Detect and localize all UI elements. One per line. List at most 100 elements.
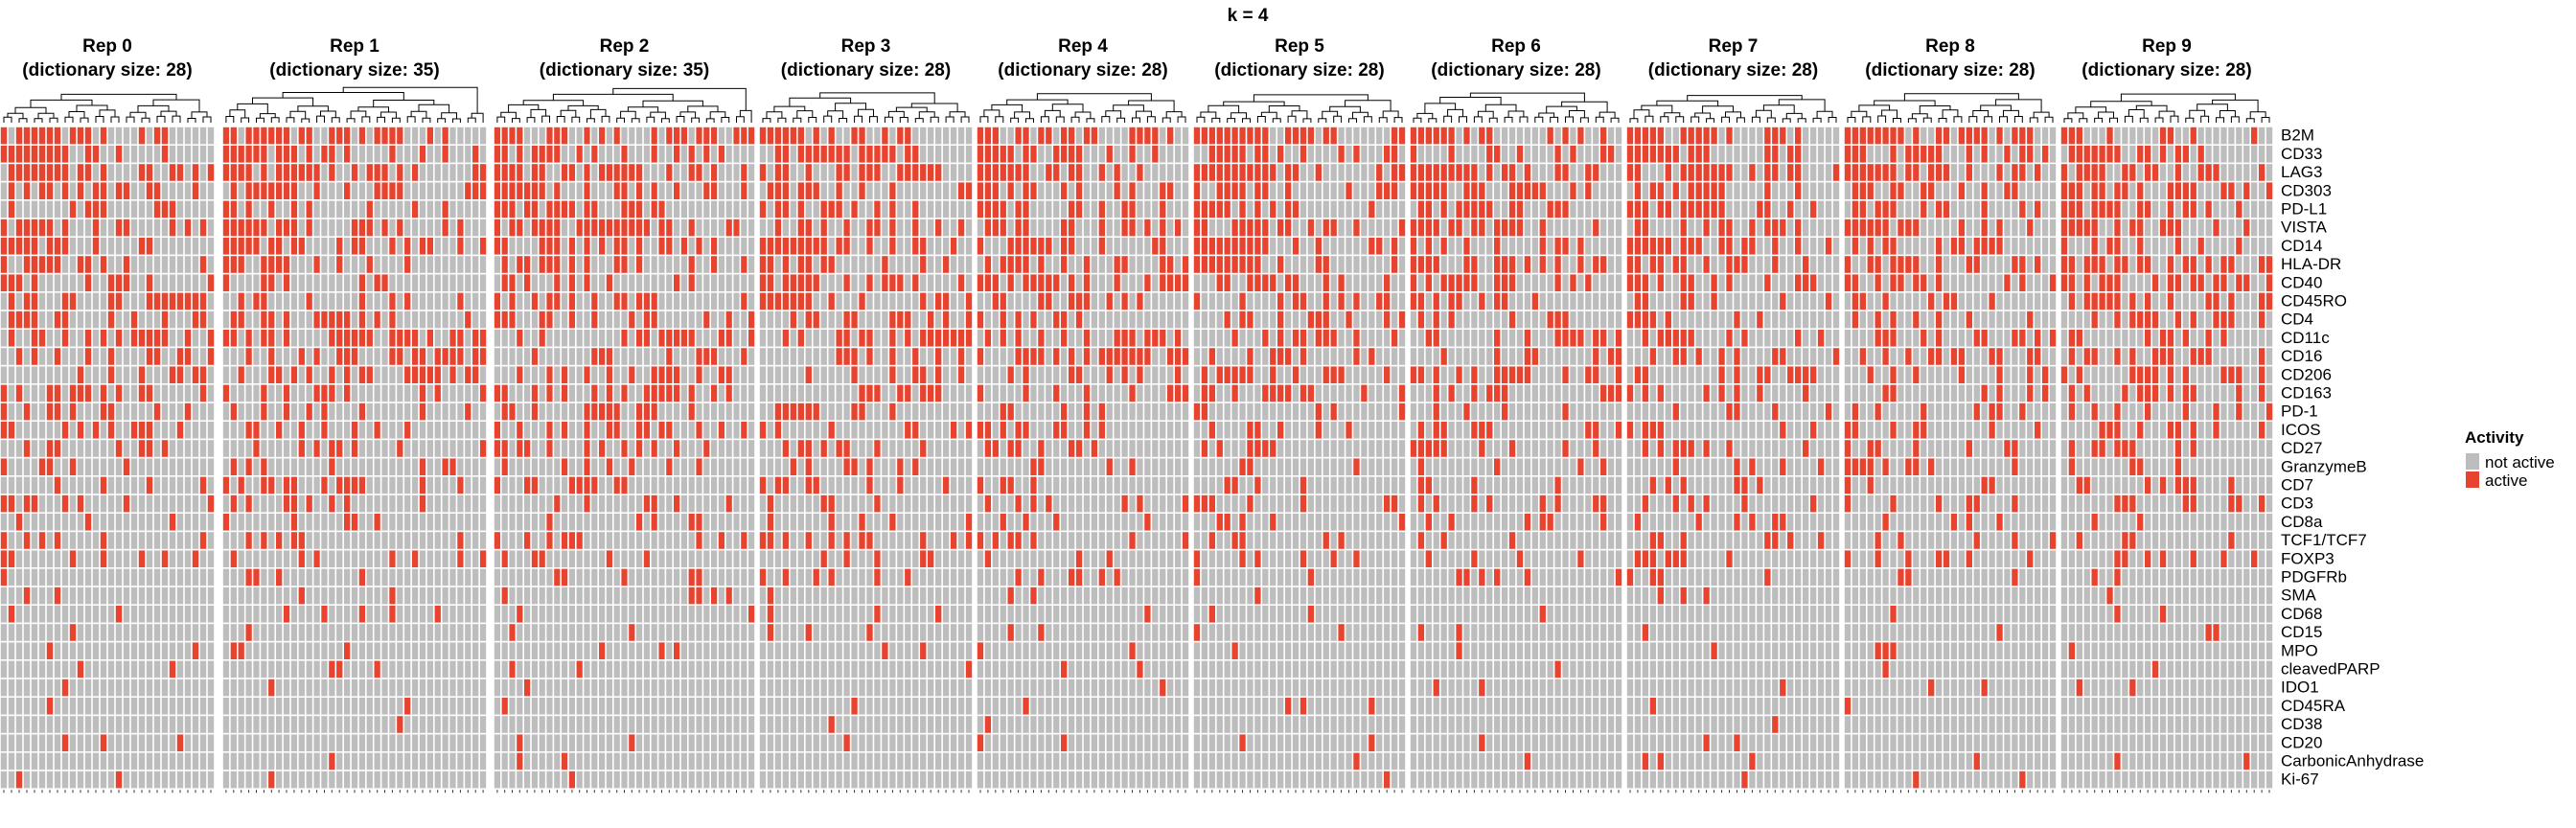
heatmap-cell: [897, 678, 904, 697]
heatmap-cell: [207, 770, 215, 789]
heatmap-cell: [928, 734, 934, 751]
heatmap-cell: [934, 146, 942, 163]
heatmap-cell: [449, 678, 456, 697]
heatmap-cell: [494, 402, 500, 421]
heatmap-cell: [725, 274, 732, 291]
heatmap-cell: [366, 182, 373, 199]
heatmap-cell: [38, 458, 46, 475]
heatmap-cell: [562, 550, 568, 567]
heatmap-cell: [636, 218, 643, 237]
heatmap-cell: [84, 200, 92, 218]
heatmap-cell: [69, 660, 77, 678]
heatmap-cell: [23, 126, 31, 145]
heatmap-cell: [343, 256, 351, 273]
heatmap-cell: [54, 698, 61, 715]
heatmap-cell: [130, 366, 138, 383]
heatmap-cell: [828, 274, 835, 291]
heatmap-cell: [889, 550, 896, 567]
heatmap-cell: [554, 330, 561, 347]
heatmap-cell: [457, 146, 464, 163]
heatmap-cell: [501, 568, 508, 586]
heatmap-cell: [774, 330, 782, 347]
heatmap-cell: [199, 514, 207, 531]
heatmap-cell: [161, 422, 169, 439]
heatmap-cell: [1053, 218, 1060, 237]
heatmap-cell: [928, 532, 934, 549]
heatmap-cell: [1137, 274, 1143, 291]
heatmap-cell: [820, 440, 827, 457]
heatmap-cell: [374, 514, 380, 531]
heatmap-cell: [1030, 310, 1037, 329]
heatmap-cell: [404, 402, 411, 421]
heatmap-cell: [889, 770, 896, 789]
heatmap-cell: [643, 384, 650, 402]
heatmap-cell: [882, 126, 888, 145]
heatmap-cell: [782, 458, 790, 475]
heatmap-cell: [442, 310, 448, 329]
heatmap-cell: [92, 716, 100, 733]
heatmap-cell: [268, 146, 275, 163]
heatmap-cell: [146, 146, 153, 163]
heatmap-cell: [411, 422, 419, 439]
heatmap-cell: [472, 642, 479, 659]
heatmap-cell: [718, 164, 724, 181]
heatmap-cell: [15, 550, 23, 567]
heatmap-cell: [889, 642, 896, 659]
heatmap-cell: [411, 678, 419, 697]
heatmap-cell: [613, 422, 620, 439]
heatmap-cell: [321, 458, 328, 475]
heatmap-cell: [253, 752, 260, 770]
heatmap-cell: [591, 440, 598, 457]
heatmap-cell: [912, 770, 919, 789]
heatmap-cell: [77, 550, 84, 567]
heatmap-cell: [46, 660, 54, 678]
heatmap-cell: [859, 624, 865, 641]
heatmap-cell: [1137, 164, 1143, 181]
heatmap-cell: [358, 146, 366, 163]
heatmap-cell: [813, 440, 819, 457]
heatmap-cell: [374, 476, 380, 494]
heatmap-cell: [718, 734, 724, 751]
heatmap-cell: [161, 348, 169, 365]
heatmap-cell: [298, 770, 305, 789]
heatmap-cell: [606, 348, 612, 365]
heatmap-cell: [176, 494, 184, 513]
heatmap-cell: [31, 606, 38, 623]
heatmap-cell: [268, 422, 275, 439]
heatmap-cell: [613, 660, 620, 678]
heatmap-cell: [889, 734, 896, 751]
heatmap-cell: [1046, 200, 1052, 218]
heatmap-cell: [54, 660, 61, 678]
heatmap-cell: [696, 164, 702, 181]
heatmap-cell: [69, 164, 77, 181]
heatmap-cell: [343, 330, 351, 347]
heatmap-cell: [374, 568, 380, 586]
heatmap-cell: [934, 182, 942, 199]
heatmap-cell: [253, 532, 260, 549]
heatmap-cell: [46, 310, 54, 329]
heatmap-cell: [828, 126, 835, 145]
heatmap-cell: [107, 550, 115, 567]
heatmap-cell: [629, 678, 635, 697]
heatmap-cell: [797, 366, 804, 383]
heatmap-cell: [591, 146, 598, 163]
heatmap-cell: [8, 384, 15, 402]
heatmap-cell: [759, 660, 767, 678]
heatmap-cell: [965, 126, 973, 145]
heatmap-cell: [843, 476, 850, 494]
heatmap-cell: [411, 698, 419, 715]
heatmap-cell: [222, 126, 230, 145]
heatmap-cell: [813, 238, 819, 255]
heatmap-cell: [531, 274, 538, 291]
heatmap-cell: [442, 348, 448, 365]
heatmap-cell: [397, 256, 403, 273]
heatmap-cell: [606, 698, 612, 715]
heatmap-cell: [874, 256, 881, 273]
heatmap-cell: [733, 126, 740, 145]
heatmap-cell: [643, 624, 650, 641]
heatmap-cell: [524, 164, 531, 181]
heatmap-cell: [562, 366, 568, 383]
heatmap-cell: [950, 624, 957, 641]
heatmap-cell: [1121, 238, 1128, 255]
heatmap-cell: [465, 568, 472, 586]
